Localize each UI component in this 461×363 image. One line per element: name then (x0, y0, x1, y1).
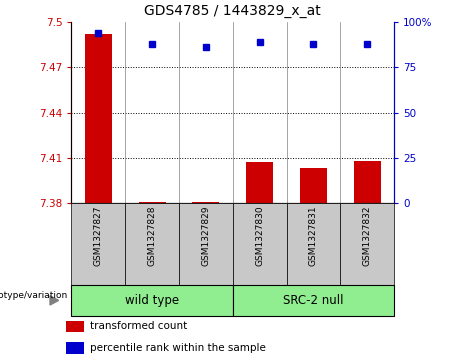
Text: GSM1327827: GSM1327827 (94, 206, 103, 266)
Text: GSM1327829: GSM1327829 (201, 206, 210, 266)
Bar (125, 203, 179, 285)
Bar (139, 202, 165, 203)
Title: GDS4785 / 1443829_x_at: GDS4785 / 1443829_x_at (144, 4, 321, 18)
Bar (354, 161, 381, 203)
Bar (179, 203, 233, 285)
Bar (233, 203, 287, 285)
Text: GSM1327831: GSM1327831 (309, 206, 318, 266)
Bar (233, 285, 394, 316)
Text: GSM1327828: GSM1327828 (148, 206, 157, 266)
Bar (65, 321, 84, 333)
Bar (300, 168, 327, 203)
Text: genotype/variation: genotype/variation (0, 291, 68, 300)
Bar (71, 203, 125, 285)
Bar (340, 203, 394, 285)
Bar (85, 34, 112, 203)
Polygon shape (50, 296, 59, 305)
Text: GSM1327830: GSM1327830 (255, 206, 264, 266)
Text: GSM1327832: GSM1327832 (363, 206, 372, 266)
Bar (287, 203, 340, 285)
Bar (246, 163, 273, 203)
Bar (71, 285, 233, 316)
Text: wild type: wild type (125, 294, 179, 307)
Bar (65, 342, 84, 354)
Text: SRC-2 null: SRC-2 null (283, 294, 344, 307)
Text: percentile rank within the sample: percentile rank within the sample (89, 343, 266, 353)
Bar (193, 202, 219, 203)
Text: transformed count: transformed count (89, 321, 187, 331)
